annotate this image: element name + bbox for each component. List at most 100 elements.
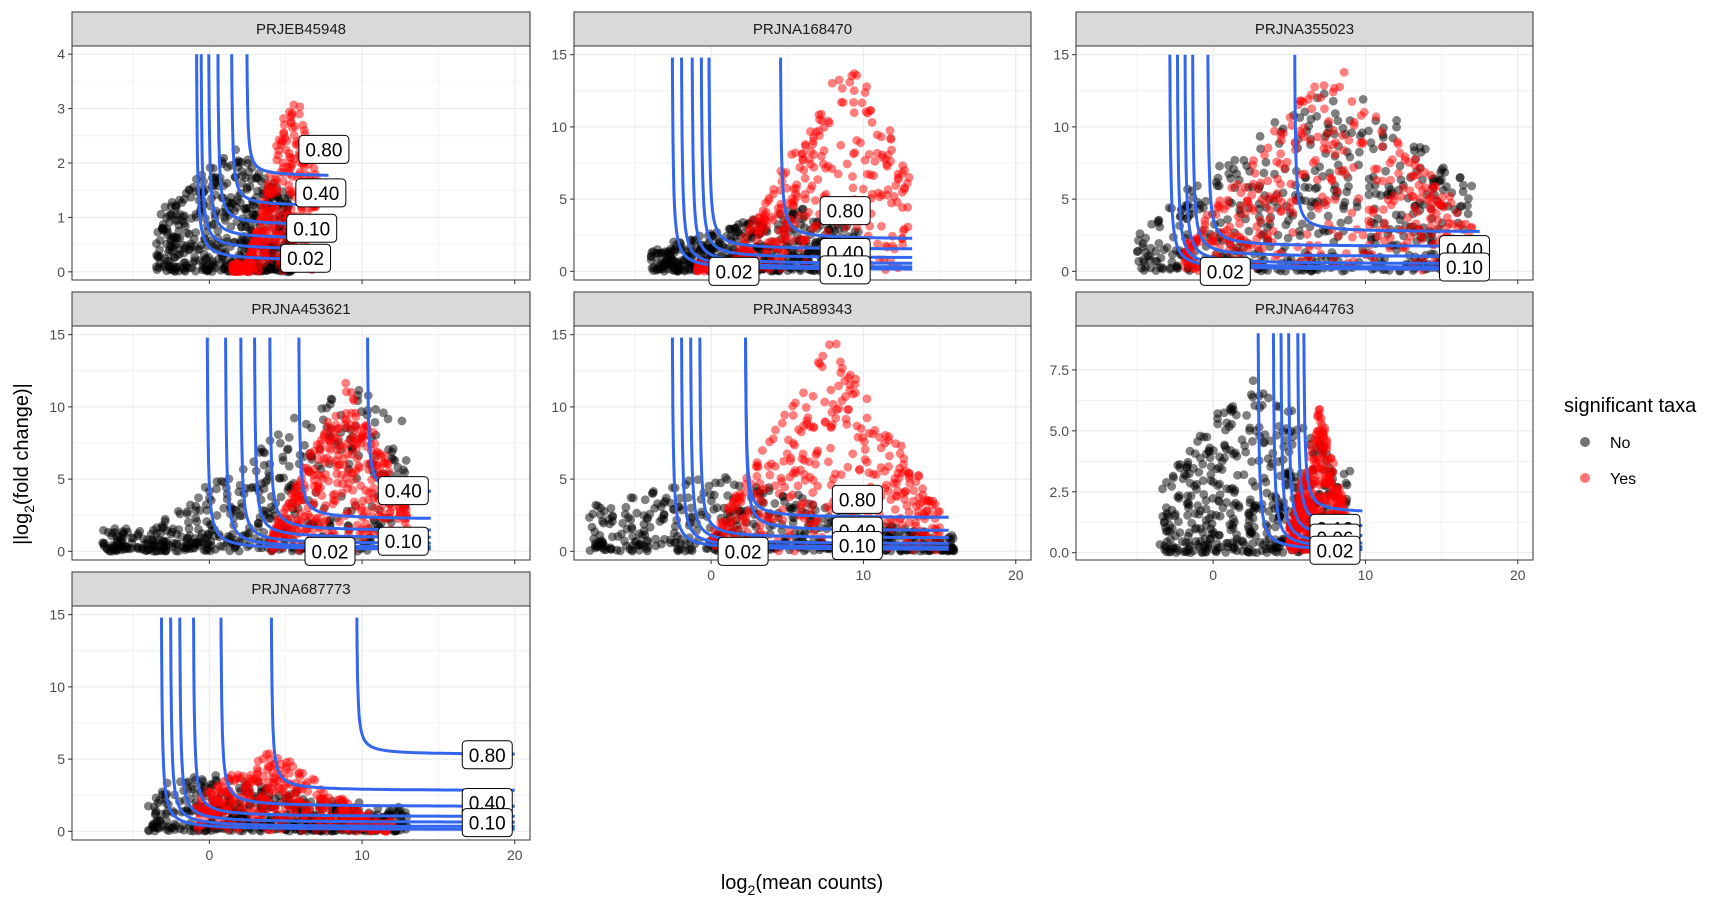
point-not-significant	[1307, 211, 1316, 220]
point-not-significant	[1152, 247, 1161, 256]
point-not-significant	[182, 189, 191, 198]
point-significant	[801, 174, 810, 183]
point-not-significant	[706, 490, 715, 499]
point-not-significant	[198, 262, 207, 271]
point-not-significant	[628, 524, 637, 533]
point-significant	[1313, 201, 1322, 210]
point-not-significant	[643, 537, 652, 546]
point-not-significant	[1141, 234, 1150, 243]
point-significant	[1333, 186, 1342, 195]
point-significant	[1418, 187, 1427, 196]
point-not-significant	[1298, 220, 1307, 229]
point-not-significant	[1226, 509, 1235, 518]
point-not-significant	[133, 543, 142, 552]
point-not-significant	[596, 504, 605, 513]
point-significant	[898, 169, 907, 178]
point-not-significant	[1245, 426, 1254, 435]
point-not-significant	[145, 545, 154, 554]
point-not-significant	[190, 544, 199, 553]
y-tick-label: 2	[57, 155, 65, 171]
point-significant	[860, 437, 869, 446]
point-significant	[270, 208, 279, 217]
point-significant	[788, 490, 797, 499]
point-significant	[1276, 131, 1285, 140]
point-significant	[899, 489, 908, 498]
point-significant	[820, 146, 829, 155]
point-significant	[779, 225, 788, 234]
point-not-significant	[157, 540, 166, 549]
point-not-significant	[1467, 182, 1476, 191]
point-significant	[801, 235, 810, 244]
point-significant	[1276, 149, 1285, 158]
point-significant	[935, 507, 944, 516]
point-not-significant	[186, 500, 195, 509]
point-significant	[1320, 104, 1329, 113]
point-significant	[784, 436, 793, 445]
point-not-significant	[192, 517, 201, 526]
point-not-significant	[116, 536, 125, 545]
point-significant	[1359, 231, 1368, 240]
point-not-significant	[1392, 116, 1401, 125]
curve-label: 0.02	[1200, 257, 1250, 285]
point-not-significant	[266, 263, 275, 272]
point-not-significant	[608, 532, 617, 541]
y-tick-label: 15	[551, 327, 567, 343]
point-not-significant	[607, 504, 616, 513]
point-significant	[700, 267, 709, 276]
curve-label: 0.40	[378, 477, 428, 505]
point-significant	[844, 405, 853, 414]
point-significant	[786, 473, 795, 482]
point-significant	[1386, 233, 1395, 242]
point-not-significant	[220, 213, 229, 222]
point-not-significant	[585, 513, 594, 522]
point-not-significant	[1324, 212, 1333, 221]
point-not-significant	[1372, 189, 1381, 198]
y-tick-label: 15	[49, 327, 65, 343]
point-significant	[849, 183, 858, 192]
point-not-significant	[1262, 158, 1271, 167]
point-not-significant	[1215, 162, 1224, 171]
point-significant	[873, 149, 882, 158]
point-significant	[859, 185, 868, 194]
point-significant	[1399, 184, 1408, 193]
point-significant	[1331, 150, 1340, 159]
point-significant	[788, 402, 797, 411]
point-significant	[1201, 220, 1210, 229]
point-significant	[863, 414, 872, 423]
point-not-significant	[168, 198, 177, 207]
point-not-significant	[290, 414, 299, 423]
point-significant	[814, 126, 823, 135]
point-significant	[1320, 81, 1329, 90]
point-significant	[890, 192, 899, 201]
point-significant	[1386, 176, 1395, 185]
point-significant	[871, 157, 880, 166]
curve-label-text: 0.02	[1207, 262, 1244, 283]
point-significant	[836, 141, 845, 150]
strip-label-prjna168470: PRJNA168470	[753, 21, 852, 38]
point-significant	[325, 437, 334, 446]
point-significant	[848, 172, 857, 181]
point-significant	[347, 388, 356, 397]
point-significant	[1323, 145, 1332, 154]
point-not-significant	[1336, 219, 1345, 228]
point-significant	[909, 486, 918, 495]
point-not-significant	[241, 222, 250, 231]
point-significant	[1260, 150, 1269, 159]
point-not-significant	[149, 526, 158, 535]
point-not-significant	[242, 208, 251, 217]
y-tick-label: 15	[1053, 47, 1069, 63]
point-significant	[806, 422, 815, 431]
point-significant	[1256, 216, 1265, 225]
point-not-significant	[168, 233, 177, 242]
curve-label-text: 0.80	[305, 140, 342, 161]
point-not-significant	[276, 474, 285, 483]
point-significant	[1340, 68, 1349, 77]
curve-label-text: 0.10	[293, 219, 330, 240]
point-significant	[1434, 216, 1443, 225]
point-not-significant	[653, 499, 662, 508]
x-tick-label: 20	[1008, 567, 1024, 583]
point-not-significant	[668, 266, 677, 275]
y-tick-label: 0	[57, 264, 65, 280]
point-significant	[1278, 198, 1287, 207]
